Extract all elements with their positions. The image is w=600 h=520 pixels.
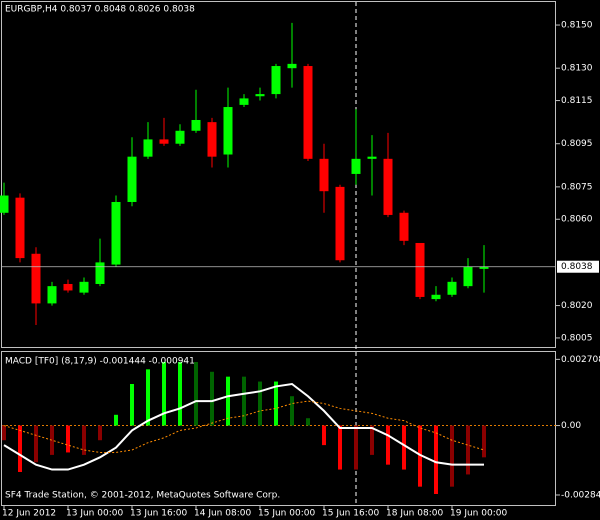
candle-body bbox=[111, 201, 121, 265]
histogram-bar bbox=[162, 362, 166, 426]
histogram-bar bbox=[354, 425, 358, 470]
price-panel-frame bbox=[1, 1, 556, 348]
candle-body bbox=[399, 212, 409, 241]
histogram-bar bbox=[194, 362, 198, 426]
candle-body bbox=[287, 63, 297, 69]
histogram-bar bbox=[338, 425, 342, 470]
candle-body bbox=[447, 281, 457, 295]
y-tick-label: 0.8130 bbox=[561, 64, 593, 74]
y-tick-label: 0.8150 bbox=[561, 21, 593, 31]
candle-body bbox=[415, 242, 425, 297]
histogram-bar bbox=[34, 425, 38, 463]
candle-body bbox=[63, 283, 73, 291]
footer-annotation: SF4 Trade Station, © 2001-2012, MetaQuot… bbox=[5, 491, 280, 501]
histogram-bar bbox=[178, 362, 182, 426]
candle-body bbox=[175, 130, 185, 144]
x-tick-label: 14 Jun 08:00 bbox=[194, 509, 251, 519]
candle-body bbox=[383, 158, 393, 215]
candle-body bbox=[319, 158, 329, 192]
candle-body bbox=[15, 197, 25, 259]
x-tick-label: 15 Jun 00:00 bbox=[258, 509, 315, 519]
histogram-bar bbox=[482, 425, 486, 458]
histogram-bar bbox=[210, 371, 214, 426]
histogram-bar bbox=[370, 425, 374, 455]
histogram-bar bbox=[402, 425, 406, 470]
candle-body bbox=[207, 122, 217, 157]
y-tick-label: 0.8075 bbox=[561, 182, 593, 192]
candle-body bbox=[271, 66, 281, 95]
y-tick-label: 0.8005 bbox=[561, 333, 593, 343]
histogram-bar bbox=[274, 381, 278, 426]
candle-body bbox=[223, 107, 233, 155]
candle-body bbox=[127, 156, 137, 202]
candle-body bbox=[159, 139, 169, 144]
histogram-bar bbox=[18, 425, 22, 472]
candle-body bbox=[79, 281, 89, 293]
x-tick-label: 13 Jun 16:00 bbox=[130, 509, 187, 519]
y-tick-label: 0.8020 bbox=[561, 301, 593, 311]
candle-body bbox=[351, 158, 361, 174]
y-tick-label: -0.00284 bbox=[561, 490, 600, 500]
histogram-bar bbox=[466, 425, 470, 475]
signal-line bbox=[3, 400, 485, 453]
histogram-bar bbox=[290, 396, 294, 426]
y-tick-label: 0.002708 bbox=[561, 355, 600, 365]
histogram-bar bbox=[306, 418, 310, 426]
candle-body bbox=[95, 262, 105, 284]
histogram-bar bbox=[66, 425, 70, 453]
histogram-bar bbox=[114, 414, 118, 426]
candle-body bbox=[191, 119, 201, 131]
y-tick-label: 0.8060 bbox=[561, 215, 593, 225]
candle-body bbox=[31, 253, 41, 304]
candle-body bbox=[239, 98, 249, 105]
histogram-bar bbox=[2, 425, 6, 441]
macd-panel-frame bbox=[1, 351, 556, 506]
histogram-bar bbox=[258, 381, 262, 426]
macd-title: MACD [TF0] (8,17,9) -0.001444 -0.000941 bbox=[5, 357, 195, 367]
histogram-bar bbox=[242, 376, 246, 426]
histogram-bar bbox=[98, 425, 102, 441]
candle-body bbox=[463, 266, 473, 287]
histogram-bar bbox=[82, 425, 86, 455]
histogram-bar bbox=[322, 425, 326, 446]
candle-body bbox=[143, 139, 153, 157]
x-tick-label: 12 Jun 2012 bbox=[2, 509, 56, 519]
candle-body bbox=[367, 156, 377, 159]
y-tick-label: 0.8115 bbox=[561, 96, 593, 106]
histogram-bar bbox=[386, 425, 390, 465]
candle-body bbox=[335, 186, 345, 261]
x-tick-label: 13 Jun 00:00 bbox=[66, 509, 123, 519]
histogram-bar bbox=[450, 425, 454, 487]
candle-body bbox=[303, 66, 313, 159]
x-tick-label: 18 Jun 08:00 bbox=[386, 509, 443, 519]
current-price-box bbox=[557, 260, 599, 273]
x-tick-label: 15 Jun 16:00 bbox=[322, 509, 379, 519]
candle-body bbox=[255, 94, 265, 97]
y-tick-label: 0.8095 bbox=[561, 139, 593, 149]
histogram-bar bbox=[130, 384, 134, 426]
candle-body bbox=[479, 266, 489, 269]
macd-line bbox=[3, 382, 484, 471]
candle-body bbox=[431, 294, 441, 300]
histogram-bar bbox=[146, 369, 150, 426]
current-price-label: 0.8038 bbox=[561, 262, 593, 272]
candle-body bbox=[0, 195, 9, 213]
y-tick-label: 0.00 bbox=[561, 421, 581, 431]
histogram-bar bbox=[226, 376, 230, 426]
price-title: EURGBP,H4 0.8037 0.8048 0.8026 0.8038 bbox=[5, 5, 195, 15]
histogram-bar bbox=[434, 425, 438, 494]
x-tick-label: 19 Jun 00:00 bbox=[450, 509, 507, 519]
candle-body bbox=[47, 286, 57, 304]
histogram-bar bbox=[50, 425, 54, 455]
histogram-bar bbox=[418, 425, 422, 487]
